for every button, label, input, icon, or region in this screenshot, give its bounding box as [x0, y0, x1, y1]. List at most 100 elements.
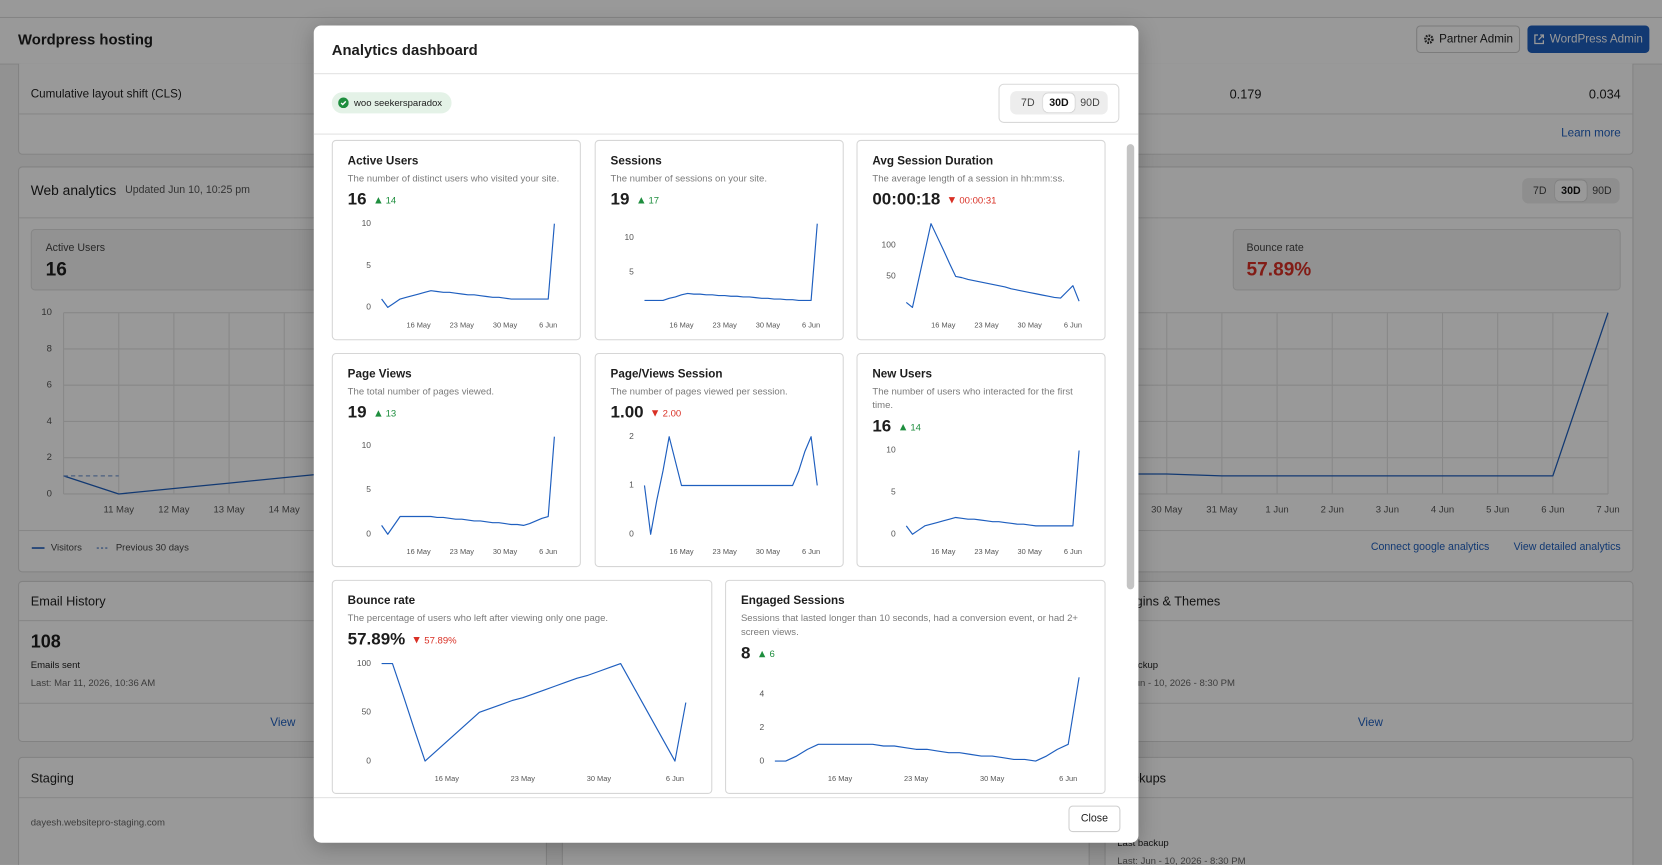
card-change: 17	[648, 195, 660, 206]
card-change: 13	[385, 408, 397, 419]
range-button[interactable]: 90D	[1080, 96, 1100, 109]
card-value: 00:00:18	[872, 190, 941, 209]
metric-card: Page Views The total number of pages view…	[331, 352, 581, 568]
data-line	[644, 223, 818, 302]
x-tick-label: 23 May	[713, 547, 738, 556]
x-tick-label: 23 May	[974, 547, 999, 556]
view-link[interactable]: View	[1357, 716, 1383, 730]
divider	[313, 73, 1139, 75]
y-tick-label: 10	[624, 232, 634, 242]
site-name: woo seekersparadox	[354, 97, 443, 109]
divider	[1105, 702, 1633, 704]
panel-title: Plugins & Themes	[1117, 593, 1221, 609]
stat-label: Bounce rate	[1246, 242, 1304, 255]
card-description: The percentage of users who left after v…	[347, 612, 609, 624]
card-change: 6	[769, 648, 775, 660]
staging-url: dayesh.websitepro-staging.com	[30, 817, 165, 828]
x-tick-label: 30 May	[756, 320, 781, 329]
panel-title: Staging	[30, 770, 74, 786]
card-title: Engaged Sessions	[740, 594, 845, 608]
value-row: 19 13	[348, 403, 565, 424]
range-button[interactable]: 30D	[1555, 180, 1587, 202]
vital-value: 0.179	[1229, 86, 1262, 102]
close-button[interactable]: Close	[1068, 805, 1121, 833]
plugins-panel	[1104, 580, 1634, 742]
y-tick-label: 100	[882, 240, 896, 250]
metric-card: Active Users The number of distinct users…	[331, 139, 581, 341]
x-tick-label: 6 Jun	[1059, 774, 1077, 783]
range-selector: 7D 30D 90D	[1010, 91, 1108, 115]
card-value: 1.00	[610, 403, 644, 422]
x-tick-label: 30 May	[1151, 504, 1182, 515]
divider	[313, 133, 1139, 135]
x-tick-label: 16 May	[669, 320, 694, 329]
metric-card: Sessions The number of sessions on your s…	[594, 139, 844, 341]
metric-card: Engaged Sessions Sessions that lasted lon…	[725, 579, 1106, 794]
x-tick-label: 30 May	[980, 774, 1005, 783]
x-tick-label: 16 May	[669, 547, 694, 556]
email-caption: Emails sent	[30, 659, 81, 670]
x-tick-label: 3 Jun	[1376, 504, 1399, 515]
x-tick-label: 6 Jun	[1064, 547, 1082, 556]
trend-arrow	[899, 423, 907, 431]
mini-chart: 0 5 10 16 May 23 May 30 May 6 Jun	[886, 445, 1082, 556]
value-row: 00:00:18 00:00:31	[872, 190, 1089, 211]
y-tick-label: 5	[891, 487, 896, 497]
learn-more-link[interactable]: Learn more	[1561, 127, 1621, 140]
x-tick-label: 16 May	[931, 320, 956, 329]
x-tick-label: 12 May	[158, 504, 189, 515]
analytics-modal: Analytics dashboard woo seekersparadox 7…	[313, 25, 1139, 843]
mini-chart: 0 5 10 16 May 23 May 30 May 6 Jun	[362, 436, 557, 556]
view-link[interactable]: View	[270, 716, 296, 730]
x-tick-label: 6 Jun	[1541, 504, 1564, 515]
x-tick-label: 30 May	[493, 547, 518, 556]
stat-value: 57.89%	[1246, 258, 1312, 280]
card-value: 16	[347, 190, 367, 209]
divider	[19, 702, 546, 704]
x-tick-label: 16 May	[931, 547, 956, 556]
value-row: 19 17	[611, 190, 828, 211]
card-description: The total number of pages viewed.	[347, 385, 495, 397]
partner-admin-button[interactable]: Partner Admin	[1416, 25, 1521, 53]
data-line	[774, 677, 1080, 762]
metric-card: Bounce rate The percentage of users who l…	[331, 579, 713, 794]
range-button[interactable]: 30D	[1043, 93, 1075, 113]
range-button[interactable]: 90D	[1592, 184, 1612, 197]
gear-icon	[1423, 34, 1434, 44]
x-tick-label: 23 May	[511, 774, 536, 783]
y-tick-label: 0	[366, 755, 371, 765]
range-selector: 7D 30D 90D	[1522, 178, 1620, 204]
scrollbar-thumb[interactable]	[1126, 144, 1135, 590]
detailed-analytics-link[interactable]: View detailed analytics	[1513, 541, 1621, 554]
x-tick-label: 30 May	[587, 774, 612, 783]
top-strip	[0, 0, 1662, 19]
y-tick-label: 10	[362, 440, 372, 450]
card-change: 00:00:31	[959, 195, 997, 206]
range-button[interactable]: 7D	[1533, 184, 1547, 197]
button-label: Partner Admin	[1439, 32, 1513, 46]
y-tick-label: 10	[362, 218, 372, 228]
email-count: 108	[30, 631, 61, 652]
y-tick-label: 2	[629, 431, 634, 441]
trend-arrow	[948, 197, 956, 204]
y-tick-label: 10	[886, 445, 896, 455]
card-description: The number of sessions on your site.	[610, 172, 767, 184]
range-box	[998, 83, 1120, 123]
trend-arrow	[758, 650, 766, 658]
mini-chart: 50 100 16 May 23 May 30 May 6 Jun	[882, 223, 1082, 329]
x-tick-label: 6 Jun	[539, 547, 557, 556]
connect-analytics-link[interactable]: Connect google analytics	[1370, 541, 1490, 554]
x-tick-label: 23 May	[904, 774, 929, 783]
x-tick-label: 16 May	[435, 774, 460, 783]
divider	[19, 797, 546, 799]
x-tick-label: 23 May	[450, 320, 475, 329]
wordpress-admin-button[interactable]: WordPress Admin	[1527, 25, 1650, 53]
x-tick-label: 6 Jun	[802, 320, 820, 329]
trend-arrow	[652, 410, 659, 417]
y-tick-label: 1	[629, 480, 634, 490]
trend-arrow	[413, 637, 421, 644]
trend-arrow	[375, 197, 382, 204]
range-button[interactable]: 7D	[1021, 96, 1035, 109]
